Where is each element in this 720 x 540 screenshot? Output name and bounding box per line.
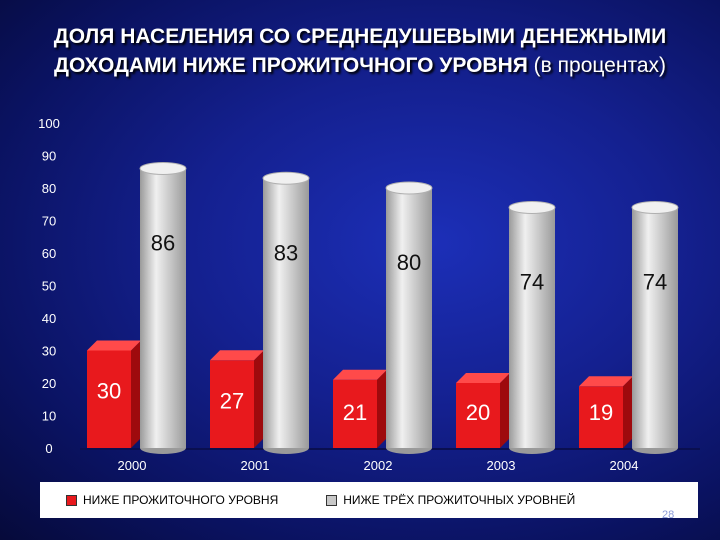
y-tick-label: 100 (38, 116, 60, 131)
bar-gray-body-overlay (140, 168, 186, 448)
bar-red-front (456, 383, 500, 448)
bar-red-side (131, 340, 141, 448)
bar-red-top (456, 373, 510, 383)
bar-red-side (500, 373, 510, 448)
chart-title-main: ДОЛЯ НАСЕЛЕНИЯ СО СРЕДНЕДУШЕВЫМИ ДЕНЕЖНЫ… (53, 25, 667, 77)
bar-red-value-label: 20 (466, 400, 490, 425)
bar-gray-top (508, 201, 556, 214)
bar-red-front (87, 350, 131, 448)
legend-swatch-gray (326, 494, 338, 506)
bar-gray-body-overlay (386, 188, 432, 448)
legend-item-gray: НИЖЕ ТРЁХ ПРОЖИТОЧНЫХ УРОВНЕЙ (326, 493, 575, 507)
page-number: 28 (662, 509, 675, 521)
bar-red-value-label: 30 (97, 379, 121, 404)
bar-red-top (333, 369, 387, 380)
bar-red-front (210, 360, 254, 448)
x-tick-label: 2000 (118, 458, 147, 473)
bar-red-value-label: 19 (589, 400, 613, 425)
x-tick-label: 2001 (241, 458, 270, 473)
legend-label-red: НИЖЕ ПРОЖИТОЧНОГО УРОВНЯ (83, 493, 279, 507)
x-tick-label: 2004 (610, 458, 639, 473)
bar-red-side (377, 369, 387, 448)
y-tick-label: 90 (42, 149, 56, 164)
chart-title-unit: (в процентах) (533, 54, 667, 77)
legend-item-red: НИЖЕ ПРОЖИТОЧНОГО УРОВНЯ (66, 493, 278, 507)
y-tick-label: 40 (42, 311, 56, 326)
bar-gray-value-label: 74 (643, 270, 667, 295)
y-tick-label: 10 (42, 409, 56, 424)
legend-label-gray: НИЖЕ ТРЁХ ПРОЖИТОЧНЫХ УРОВНЕЙ (343, 493, 576, 507)
bar-red-value-label: 21 (343, 400, 367, 425)
bar-gray-value-label: 86 (151, 231, 175, 256)
y-tick-label: 0 (45, 441, 52, 456)
y-tick-label: 70 (42, 214, 56, 229)
bar-red-top (579, 376, 633, 387)
x-tick-label: 2003 (487, 458, 516, 473)
y-tick-label: 50 (42, 279, 56, 294)
x-tick-label: 2002 (364, 458, 393, 473)
bar-red-side (254, 350, 264, 448)
bar-gray-top (139, 162, 187, 175)
y-tick-label: 60 (42, 246, 56, 261)
bar-red-front (579, 386, 623, 448)
bar-red-value-label: 27 (220, 388, 244, 413)
bar-red-front (333, 379, 377, 448)
y-tick-label: 30 (42, 344, 56, 359)
bar-gray-body-overlay (509, 207, 555, 448)
bar-gray-value-label: 83 (274, 240, 298, 265)
y-tick-label: 20 (42, 376, 56, 391)
legend: НИЖЕ ПРОЖИТОЧНОГО УРОВНЯ НИЖЕ ТРЁХ ПРОЖИ… (40, 482, 698, 518)
bar-red-side (623, 376, 633, 448)
bar-gray-value-label: 80 (397, 250, 421, 275)
legend-swatch-red (66, 494, 77, 506)
bar-gray-top (262, 171, 310, 185)
bar-gray-top (631, 201, 679, 214)
bar-gray-top (385, 181, 433, 195)
y-tick-label: 80 (42, 181, 56, 196)
bar-gray-value-label: 74 (520, 270, 544, 295)
bar-red-top (210, 350, 264, 361)
chart-title: ДОЛЯ НАСЕЛЕНИЯ СО СРЕДНЕДУШЕВЫМИ ДЕНЕЖНЫ… (0, 22, 720, 80)
bar-gray-body-overlay (263, 178, 309, 448)
bar-red-top (87, 340, 141, 351)
bar-gray-body-overlay (632, 207, 678, 448)
